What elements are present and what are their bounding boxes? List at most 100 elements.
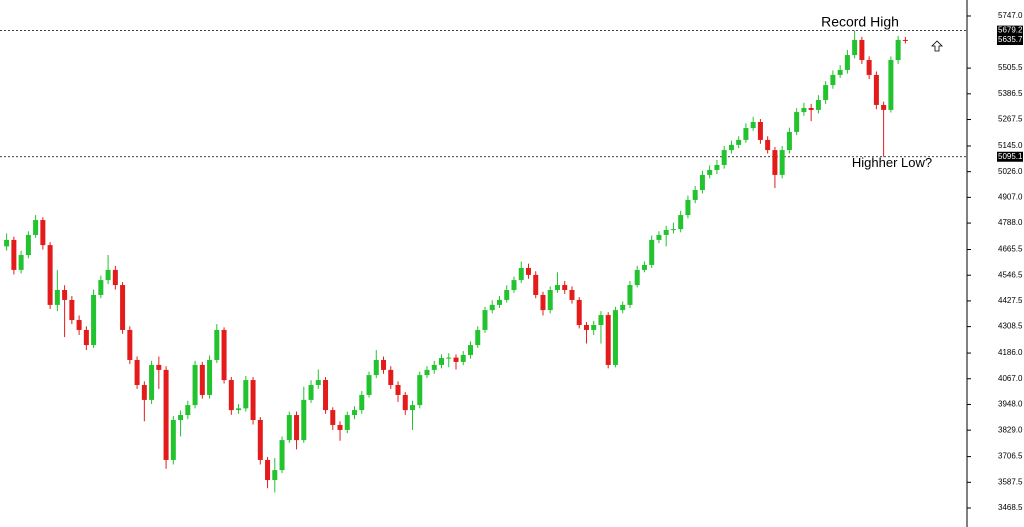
candle-body [649,239,655,265]
candle-body [757,122,763,140]
candle-body [808,107,814,110]
candle-body [852,39,858,56]
y-tick-label: 5386.5 [998,89,1023,98]
candle-body [214,329,220,360]
candle-body [221,329,227,381]
candle-body [141,385,147,400]
candle-body [837,69,843,75]
candle-body [272,470,278,481]
candle-body [801,107,807,113]
candle-body [518,267,524,281]
candle-body [439,358,445,365]
candle-body [743,128,749,140]
candle-body [525,267,531,275]
candle-body [120,285,126,330]
candle-body [823,85,829,100]
candle-body [699,174,705,191]
level-label-box [997,151,1023,162]
candle-body [627,285,633,305]
candle-body [315,380,321,386]
candle-body [772,150,778,175]
candle-body [605,315,611,365]
candle-body [330,410,336,425]
candle-body [402,394,408,411]
candle-body [112,269,118,286]
y-tick-label: 4427.5 [998,296,1023,305]
candle-body [547,290,553,311]
candle-body [533,274,539,295]
y-tick-label: 5505.5 [998,63,1023,72]
candle-body [859,39,865,61]
candle-body [431,364,437,370]
candle-body [83,329,89,346]
level-label-box [997,25,1023,36]
y-tick-label: 4308.5 [998,322,1023,331]
candle-body [475,329,481,346]
candle-body [446,357,452,359]
price-label: 5635.7 [998,35,1023,44]
candle-body [460,355,466,362]
candle-body [736,139,742,145]
candle-body [11,239,17,270]
candle-body [685,199,691,216]
candle-body [844,55,850,70]
candle-body [323,380,329,411]
candle-body [366,375,372,395]
candle-body [707,169,713,175]
candle-body [54,290,60,305]
candle-body [873,74,879,105]
candle-body [866,60,872,75]
y-tick-label: 4907.0 [998,192,1023,201]
candle-body [395,385,401,395]
candle-body [156,364,162,370]
candle-body [199,364,205,395]
candle-body [750,122,756,129]
candle-body [786,131,792,151]
candle-body [670,229,676,231]
arrow-icon [931,40,943,52]
y-tick-label: 4665.5 [998,245,1023,254]
candle-body [178,415,184,421]
candle-body [62,290,68,300]
candle-body [620,304,626,311]
candle-body [265,459,271,481]
candle-body [569,290,575,300]
y-tick-label: 4186.0 [998,348,1023,357]
candle-body [25,234,31,256]
candle-body [127,329,133,360]
candle-body [453,357,459,362]
candle-body [511,280,517,291]
candle-body [815,99,821,110]
candle-body [373,359,379,376]
candle-body [279,440,285,471]
candle-body [424,369,430,376]
y-tick-label: 5026.0 [998,167,1023,176]
candle-body [410,405,416,411]
price-label-box [997,35,1023,46]
candle-body [301,399,307,441]
annotation: Highher Low? [852,155,932,170]
candle-body [228,380,234,411]
candle-body [352,410,358,416]
candle-body [540,294,546,311]
candle-body [576,299,582,325]
candle-body [4,239,10,247]
candle-body [286,415,292,441]
y-tick-label: 5747.0 [998,11,1023,20]
candle-body [641,264,647,270]
candle-body [388,369,394,386]
candle-body [18,255,24,270]
candle-body [170,420,176,460]
candle-body [583,324,589,330]
candle-body [794,112,800,132]
candle-body [344,415,350,430]
candle-body [105,269,111,281]
candle-body [467,345,473,356]
level-label: 5679.2 [998,26,1023,35]
candle-body [359,394,365,411]
candle-body [721,150,727,165]
y-tick-label: 3468.5 [998,503,1023,512]
